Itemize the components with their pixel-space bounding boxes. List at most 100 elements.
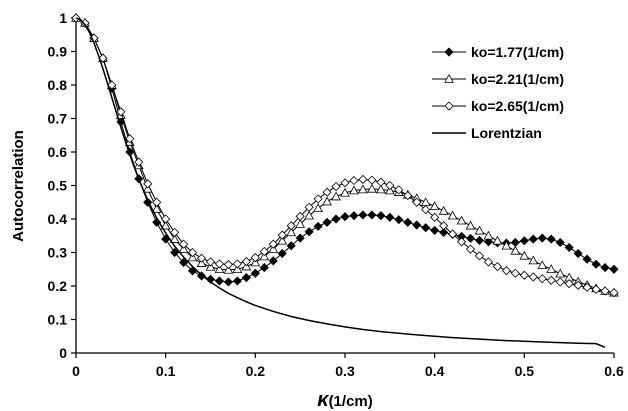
data-point xyxy=(241,256,251,267)
legend-label: ko=1.77(1/cm) xyxy=(471,44,564,60)
data-point xyxy=(444,101,454,111)
x-tick-label: 0.4 xyxy=(425,363,445,379)
data-point xyxy=(421,223,431,233)
data-point xyxy=(187,252,198,262)
data-point xyxy=(420,197,431,207)
x-axis-unit: (1/cm) xyxy=(329,393,373,410)
data-point xyxy=(125,134,135,144)
data-point xyxy=(537,233,547,243)
y-tick-label: 1 xyxy=(59,10,67,26)
data-point xyxy=(214,276,225,286)
data-point xyxy=(304,227,314,237)
data-point xyxy=(465,244,476,254)
data-point xyxy=(188,247,198,258)
data-point xyxy=(250,268,260,278)
data-point xyxy=(465,233,476,243)
data-point xyxy=(313,221,323,231)
data-point xyxy=(555,237,565,248)
y-tick-label: 0.7 xyxy=(48,111,68,127)
data-point xyxy=(439,227,449,237)
data-point xyxy=(259,263,269,273)
data-point xyxy=(349,175,359,186)
data-point xyxy=(98,53,108,63)
data-point xyxy=(582,254,592,264)
data-point xyxy=(519,270,529,280)
data-point xyxy=(444,73,454,83)
data-point xyxy=(483,257,494,267)
data-point xyxy=(609,288,619,298)
data-point xyxy=(600,263,610,273)
data-point xyxy=(178,244,189,253)
data-point xyxy=(322,187,332,197)
data-point xyxy=(170,227,180,237)
data-point xyxy=(367,175,377,185)
data-point xyxy=(412,197,422,207)
data-point xyxy=(331,191,341,201)
y-ticks: 0 0.1 0.2 0.3 0.4 0.5 0.6 0.7 0.8 0.9 1 xyxy=(48,10,76,361)
data-point xyxy=(205,261,216,271)
data-point xyxy=(107,80,117,90)
series-4 xyxy=(75,17,606,349)
x-tick-label: 0.1 xyxy=(156,363,176,379)
data-point xyxy=(313,203,323,213)
data-point xyxy=(465,220,476,230)
data-point xyxy=(358,174,368,185)
x-axis-symbol: κ xyxy=(317,389,330,411)
data-point xyxy=(385,180,395,191)
data-point xyxy=(600,286,610,296)
data-point xyxy=(546,275,556,285)
data-point xyxy=(448,229,458,239)
data-point xyxy=(376,211,386,221)
data-point xyxy=(286,221,296,231)
x-tick-label: 0.2 xyxy=(246,363,266,379)
data-point xyxy=(259,251,270,261)
data-point xyxy=(277,235,288,245)
x-tick-label: 0.3 xyxy=(335,363,355,379)
data-point xyxy=(430,225,440,235)
data-point xyxy=(322,217,332,227)
data-point xyxy=(340,187,350,197)
y-axis-title: Autocorrelation xyxy=(10,130,27,242)
data-point xyxy=(483,237,494,247)
series-3 xyxy=(71,13,619,298)
data-point xyxy=(250,257,261,267)
legend-label: ko=2.21(1/cm) xyxy=(471,71,564,87)
x-tick-label: 0 xyxy=(72,363,80,379)
legend-label: ko=2.65(1/cm) xyxy=(471,98,564,114)
data-point xyxy=(447,210,458,220)
data-point xyxy=(555,277,565,287)
data-point xyxy=(510,237,520,248)
data-point xyxy=(179,239,189,249)
data-point xyxy=(322,196,332,206)
data-point xyxy=(609,264,619,274)
data-point xyxy=(295,233,305,243)
data-point xyxy=(546,264,557,274)
data-point xyxy=(152,197,162,207)
legend: ko=1.77(1/cm) ko=2.21(1/cm) ko=2.65(1/cm) L… xyxy=(432,44,564,141)
data-point xyxy=(295,219,306,228)
y-tick-label: 0 xyxy=(59,345,67,361)
series-line xyxy=(75,17,606,349)
data-point xyxy=(519,250,530,260)
data-point xyxy=(214,264,225,274)
data-point xyxy=(223,259,233,270)
data-point xyxy=(474,235,485,246)
data-point xyxy=(160,220,171,230)
data-point xyxy=(196,253,207,263)
data-point xyxy=(591,284,601,294)
data-point xyxy=(349,185,359,195)
y-tick-label: 0.2 xyxy=(48,278,68,294)
data-point xyxy=(394,215,404,225)
data-point xyxy=(232,264,243,274)
data-point xyxy=(250,252,260,263)
data-point xyxy=(474,225,485,235)
data-point xyxy=(430,212,440,222)
y-tick-label: 0.4 xyxy=(48,211,68,227)
data-point xyxy=(528,272,538,282)
data-point xyxy=(205,257,216,267)
data-point xyxy=(537,260,548,269)
legend-item: ko=1.77(1/cm) xyxy=(432,44,564,60)
y-tick-label: 0.8 xyxy=(48,77,68,93)
